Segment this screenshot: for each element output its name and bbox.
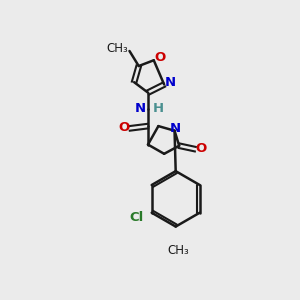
Text: N: N — [170, 122, 181, 135]
Text: O: O — [154, 51, 165, 64]
Text: O: O — [196, 142, 207, 155]
Text: CH₃: CH₃ — [106, 42, 128, 55]
Text: N: N — [165, 76, 176, 89]
Text: Cl: Cl — [129, 211, 143, 224]
Text: N: N — [134, 102, 146, 115]
Text: O: O — [119, 122, 130, 134]
Text: H: H — [153, 102, 164, 115]
Text: CH₃: CH₃ — [167, 244, 189, 257]
